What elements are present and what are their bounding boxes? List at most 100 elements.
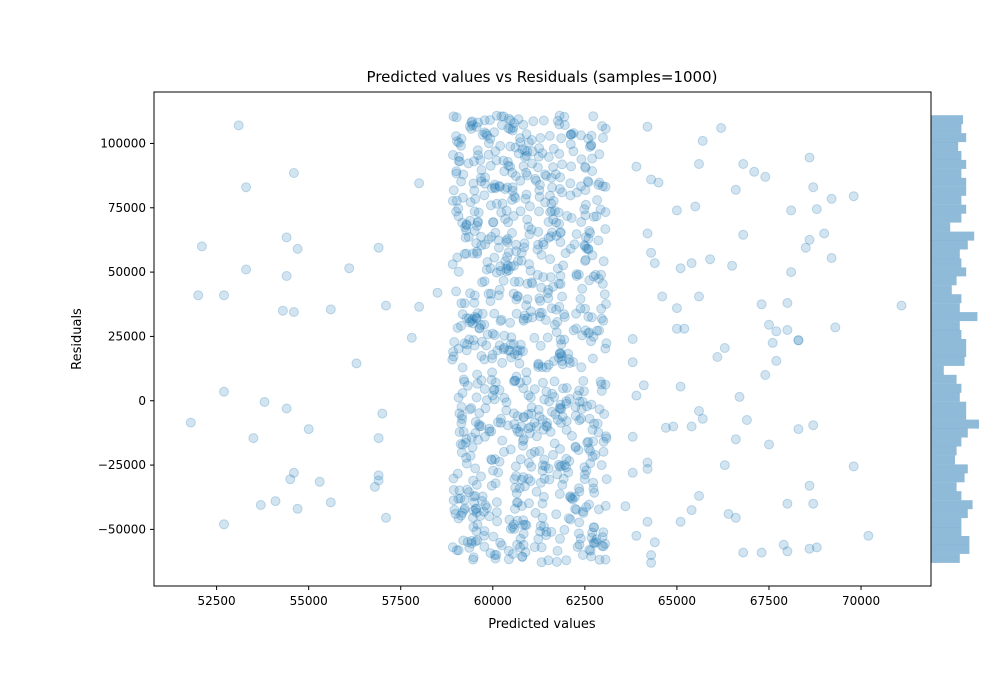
data-point — [594, 325, 605, 336]
data-point — [233, 120, 244, 131]
data-point — [546, 206, 557, 216]
data-point — [582, 437, 593, 448]
data-point — [476, 471, 486, 482]
histogram-bar — [931, 455, 955, 465]
data-point — [292, 503, 303, 514]
data-point — [557, 187, 568, 198]
data-point — [447, 354, 458, 365]
data-point — [786, 267, 797, 278]
data-point — [485, 296, 496, 306]
data-point — [473, 207, 484, 218]
data-point — [556, 351, 567, 362]
data-point — [488, 384, 499, 395]
data-point — [588, 211, 599, 222]
data-point — [727, 260, 738, 271]
data-point — [804, 152, 815, 163]
data-point — [554, 348, 565, 359]
data-point — [533, 534, 544, 544]
data-point — [512, 291, 523, 302]
data-point — [518, 528, 529, 539]
data-point — [505, 115, 516, 126]
data-point — [558, 383, 568, 394]
data-point — [495, 413, 506, 424]
data-point — [538, 424, 549, 435]
data-point — [583, 243, 594, 254]
data-point — [468, 491, 479, 502]
data-point — [589, 418, 600, 429]
data-point — [524, 201, 535, 212]
data-point — [467, 116, 478, 127]
data-point — [671, 303, 682, 314]
data-point — [482, 329, 493, 340]
data-point — [536, 542, 547, 553]
data-point — [598, 541, 609, 552]
data-point — [480, 172, 491, 183]
data-point — [565, 129, 576, 140]
data-point — [462, 380, 473, 391]
data-point — [457, 362, 468, 373]
marginal-histogram — [931, 115, 979, 563]
data-point — [584, 275, 595, 286]
data-point — [472, 535, 483, 546]
data-point — [589, 538, 600, 549]
data-point — [481, 395, 492, 406]
data-point — [541, 170, 552, 181]
data-point — [598, 446, 609, 457]
data-point — [587, 353, 598, 364]
histogram-bar — [931, 267, 967, 277]
data-point — [557, 159, 568, 170]
data-point — [536, 282, 547, 293]
data-point — [255, 500, 266, 510]
data-point — [539, 521, 549, 532]
data-point — [507, 185, 518, 196]
data-point — [344, 263, 355, 274]
data-point — [496, 120, 507, 131]
data-point — [580, 256, 591, 266]
data-point — [532, 162, 543, 173]
data-point — [561, 453, 572, 464]
data-point — [288, 307, 299, 317]
data-point — [452, 468, 463, 479]
data-point — [468, 552, 479, 563]
y-tick-label: 50000 — [108, 265, 146, 279]
data-point — [476, 375, 487, 386]
data-point — [697, 135, 708, 146]
data-point — [554, 403, 565, 414]
data-point — [561, 462, 572, 473]
data-point — [457, 217, 468, 228]
data-point — [546, 526, 557, 537]
data-point — [477, 496, 487, 506]
data-point — [531, 421, 542, 432]
data-point — [463, 231, 474, 242]
data-point — [575, 303, 586, 314]
data-point — [483, 138, 494, 149]
data-point — [574, 415, 585, 426]
data-point — [484, 426, 495, 437]
data-point — [808, 420, 819, 431]
data-point — [490, 553, 501, 564]
data-point — [453, 343, 464, 354]
data-point — [471, 238, 482, 249]
y-tick-label: 25000 — [108, 329, 146, 343]
data-point — [432, 287, 443, 298]
data-point — [597, 278, 608, 289]
data-point — [495, 316, 506, 326]
data-point — [541, 386, 552, 397]
data-point — [468, 335, 479, 346]
data-point — [497, 357, 508, 368]
data-point — [538, 115, 549, 126]
data-point — [505, 339, 516, 349]
data-point — [542, 288, 553, 298]
data-point — [458, 535, 469, 546]
data-point — [486, 455, 497, 466]
data-point — [534, 411, 545, 422]
data-point — [561, 383, 572, 393]
data-point — [534, 206, 544, 217]
histogram-bar — [931, 428, 968, 438]
data-point — [529, 332, 540, 343]
data-point — [538, 491, 549, 502]
data-point — [457, 507, 468, 518]
data-point — [510, 482, 521, 493]
data-point — [690, 201, 701, 212]
data-point — [557, 479, 568, 490]
